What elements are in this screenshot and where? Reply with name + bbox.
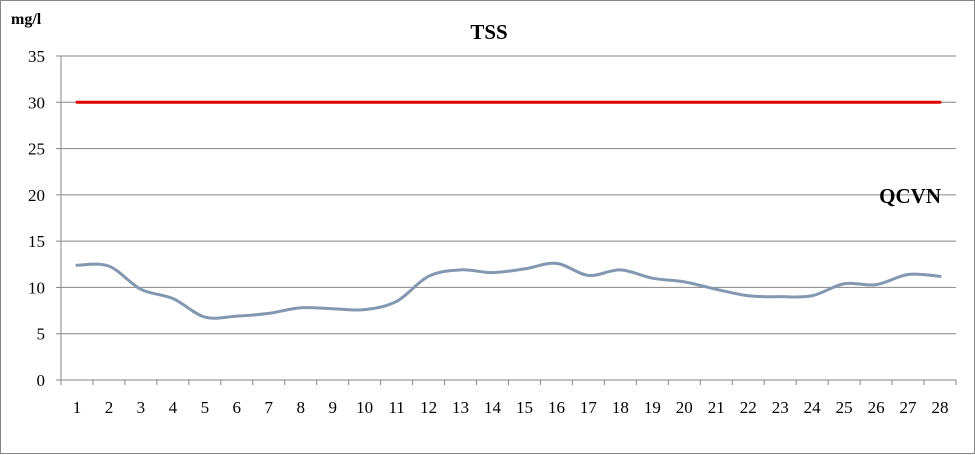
x-tick-label: 4 [169, 398, 178, 417]
y-tick-label: 15 [28, 232, 45, 251]
x-tick-labels: 1 2 3 4 5 6 7 8 9 10 11 12 13 14 15 16 17 18 19 20 21 22 23 24 2… [73, 398, 949, 417]
x-tick-label: 19 [644, 398, 661, 417]
x-tick-label: 6 [233, 398, 242, 417]
series-lines [75, 100, 942, 320]
x-tick-label: 20 [676, 398, 693, 417]
x-tick-label: 11 [388, 398, 404, 417]
x-tick-label: 28 [932, 398, 949, 417]
y-tick-label: 10 [28, 278, 45, 297]
x-tick-label: 25 [836, 398, 853, 417]
x-tick-label: 26 [868, 398, 885, 417]
axes [56, 55, 957, 385]
x-tick-label: 10 [356, 398, 373, 417]
x-tick-label: 16 [548, 398, 565, 417]
y-tick-label: 0 [37, 371, 46, 390]
x-tick-label: 27 [900, 398, 918, 417]
y-tick-label: 30 [28, 93, 45, 112]
y-axis-label: mg/l [11, 11, 42, 28]
x-tick-label: 14 [484, 398, 502, 417]
x-tick-label: 1 [73, 398, 82, 417]
x-tick-label: 18 [612, 398, 629, 417]
chart-title: TSS [470, 20, 507, 44]
x-tick-label: 24 [804, 398, 822, 417]
y-tick-label: 35 [28, 47, 45, 66]
x-tick-label: 3 [137, 398, 146, 417]
series-line-tss [75, 261, 942, 320]
x-tick-label: 21 [708, 398, 725, 417]
x-tick-label: 23 [772, 398, 789, 417]
x-tick-label: 8 [296, 398, 305, 417]
x-tick-label: 17 [580, 398, 598, 417]
y-tick-label: 25 [28, 140, 45, 159]
y-tick-labels: 0 5 10 15 20 25 30 35 [28, 47, 45, 390]
x-tick-label: 15 [516, 398, 533, 417]
x-tick-label: 2 [105, 398, 114, 417]
x-tick-label: 12 [420, 398, 437, 417]
y-tick-label: 5 [37, 325, 46, 344]
qcvn-annotation: QCVN [879, 184, 941, 208]
y-tick-label: 20 [28, 186, 45, 205]
x-tick-label: 13 [452, 398, 469, 417]
x-tick-label: 22 [740, 398, 757, 417]
x-tick-label: 9 [328, 398, 337, 417]
x-tick-label: 5 [201, 398, 210, 417]
x-tick-label: 7 [265, 398, 274, 417]
